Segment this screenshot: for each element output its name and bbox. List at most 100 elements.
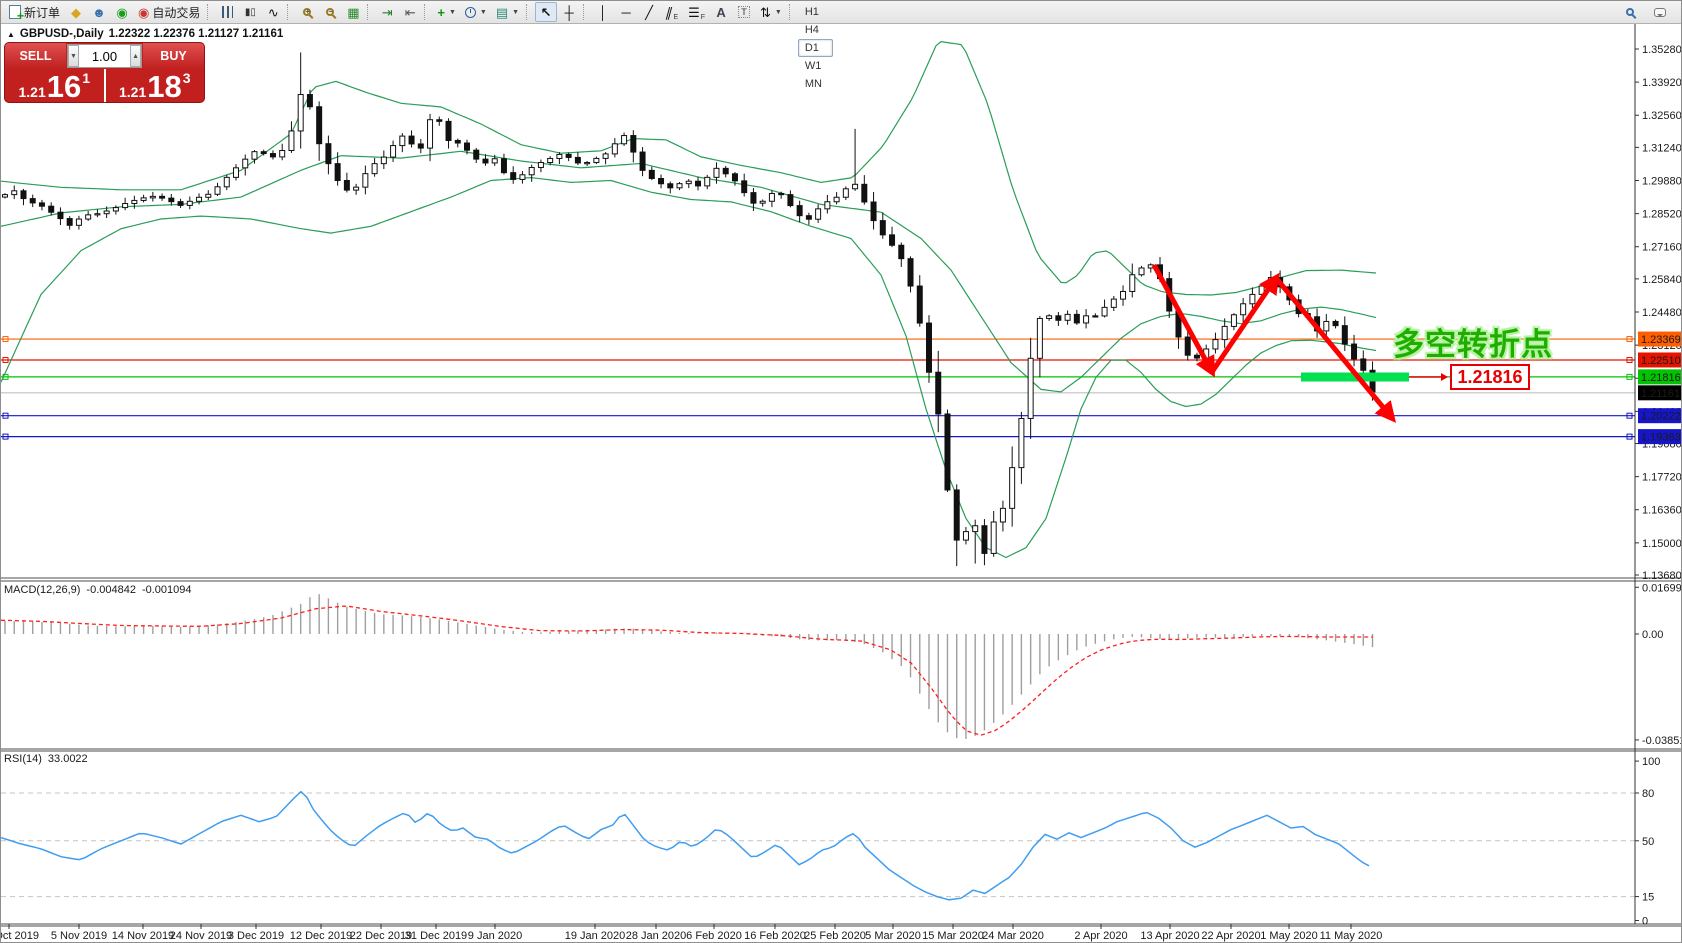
- tile-windows-button[interactable]: ▦: [342, 2, 364, 22]
- zigzag-segment: [1274, 276, 1397, 423]
- bar-chart-icon: [221, 6, 233, 18]
- zoom-in-button[interactable]: +: [296, 2, 318, 22]
- cursor-icon: ↖: [540, 4, 552, 20]
- search-button[interactable]: [1619, 2, 1641, 22]
- bollinger-middle-line: [1, 150, 1377, 393]
- price-tick-label: 1.24480: [1642, 307, 1682, 319]
- buy-button[interactable]: BUY: [143, 43, 204, 69]
- cursor-tool-button[interactable]: ↖: [535, 2, 558, 22]
- toolbar-grip: [367, 4, 372, 20]
- new-order-label: 新订单: [24, 5, 61, 20]
- templates-button[interactable]: ▤ ▼: [492, 2, 523, 22]
- toolbar-grip: [207, 4, 212, 20]
- auto-trading-label: 自动交易: [152, 5, 201, 20]
- price-box-label: 1.21161: [1641, 388, 1680, 400]
- turning-point-annotation[interactable]: 多空转折点: [1393, 327, 1553, 362]
- tf-button-W1[interactable]: W1: [804, 60, 822, 72]
- sell-button[interactable]: SELL: [5, 43, 66, 69]
- auto-trading-button[interactable]: ◉ 自动交易: [134, 2, 204, 22]
- horizontal-lines[interactable]: [1, 336, 1635, 440]
- zoom-out-icon: −: [326, 7, 335, 16]
- bar-chart-button[interactable]: [216, 2, 238, 22]
- collapse-panel-icon[interactable]: ▲: [7, 29, 15, 39]
- price-tick-label: 1.17720: [1642, 472, 1682, 484]
- volume-decrease-button[interactable]: ▼: [68, 45, 79, 67]
- fibonacci-icon: ☰: [688, 4, 700, 20]
- price-tick-label: 1.32560: [1642, 110, 1682, 122]
- buy-price[interactable]: 1.21 18 3: [106, 69, 205, 102]
- fibonacci-button[interactable]: ☰ F: [684, 2, 709, 22]
- horizontal-line-button[interactable]: ─: [615, 2, 637, 22]
- text-tool-button[interactable]: A: [710, 2, 732, 22]
- price-tick-label: 1.25840: [1642, 274, 1682, 286]
- toolbar-grip: [583, 4, 588, 20]
- chart-title: ▲ GBPUSD-,Daily 1.22322 1.22376 1.21127 …: [7, 28, 283, 40]
- arrows-icon: ⇅: [760, 4, 771, 20]
- new-order-button[interactable]: 新订单: [5, 2, 64, 23]
- text-label-button[interactable]: T: [733, 2, 755, 22]
- date-tick-label: 5 Mar 2020: [865, 930, 921, 942]
- chart-shift-button[interactable]: ⇤: [399, 2, 421, 22]
- one-click-trading-panel: SELL ▼ ▲ BUY 1.21 16 1 1.21 18 3: [5, 43, 204, 102]
- signals-button[interactable]: ◉: [111, 2, 133, 22]
- toolbar-grip: [788, 4, 794, 20]
- channel-e-label: E: [673, 14, 679, 21]
- timeframe-bar: M1M5M15M30H1H4D1W1MN: [797, 1, 834, 93]
- template-icon: ▤: [495, 4, 509, 20]
- crosshair-tool-button[interactable]: ┼: [558, 2, 580, 22]
- arrows-tool-button[interactable]: ⇅ ▼: [756, 2, 786, 22]
- channel-button[interactable]: ∥ E: [661, 2, 683, 22]
- gold-badge-button[interactable]: ◆: [65, 2, 87, 22]
- volume-increase-button[interactable]: ▲: [130, 45, 141, 67]
- signals-icon: ◉: [116, 4, 128, 20]
- ohlc-values: 1.22322 1.22376 1.21127 1.21161: [108, 28, 284, 40]
- tf-button-H4[interactable]: H4: [804, 24, 819, 36]
- price-label-box[interactable]: 1.21816: [1450, 364, 1530, 390]
- auto-scroll-button[interactable]: ⇥: [376, 2, 398, 22]
- sell-price-sup: 1: [82, 70, 91, 86]
- macd-tick-label: 0.00: [1642, 629, 1663, 641]
- price-tick-label: 1.35280: [1642, 44, 1682, 56]
- user-chart-button[interactable]: ☻: [88, 2, 110, 22]
- trendline-button[interactable]: ╱: [638, 2, 660, 22]
- vertical-line-button[interactable]: │: [592, 2, 614, 22]
- fibo-f-label: F: [700, 14, 706, 21]
- periods-button[interactable]: ▼: [461, 2, 491, 22]
- date-tick-label: 22 Apr 2020: [1201, 930, 1260, 942]
- tile-windows-icon: ▦: [347, 4, 360, 20]
- zigzag-annotation[interactable]: [1151, 263, 1397, 423]
- text-icon: A: [716, 4, 726, 20]
- date-tick-label: 6 Feb 2020: [686, 930, 742, 942]
- macd-signal-value: -0.001094: [141, 584, 192, 596]
- line-chart-button[interactable]: ∿: [262, 2, 284, 22]
- tf-button-D1[interactable]: D1: [797, 39, 834, 57]
- price-axis-labels[interactable]: 1.35280 1.33920 1.32560 1.31240 1.29880 1.285…: [1635, 44, 1682, 928]
- zigzag-segment: [1151, 263, 1216, 378]
- bollinger-bands: [1, 40, 1377, 559]
- candle-chart-icon: [245, 6, 256, 18]
- tf-button-MN[interactable]: MN: [804, 78, 822, 90]
- rsi-line: [1, 790, 1370, 901]
- date-tick-label: 9 Jan 2020: [468, 930, 522, 942]
- indicators-button[interactable]: + ▼: [433, 2, 460, 22]
- indicators-icon: +: [437, 4, 445, 20]
- tf-button-H1[interactable]: H1: [804, 6, 819, 18]
- candle-chart-button[interactable]: [239, 2, 261, 22]
- rsi-name: RSI(14): [4, 753, 42, 765]
- chevron-down-icon: ▼: [448, 8, 456, 16]
- zoom-out-button[interactable]: −: [319, 2, 341, 22]
- volume-input[interactable]: [78, 45, 131, 67]
- macd-tick-label: -0.038519: [1642, 735, 1682, 747]
- price-box-label: 1.23369: [1641, 334, 1681, 346]
- chat-button[interactable]: [1649, 2, 1671, 22]
- sell-price[interactable]: 1.21 16 1: [5, 69, 106, 102]
- auto-scroll-icon: ⇥: [381, 4, 393, 20]
- toolbar-grip: [424, 4, 429, 20]
- rsi-tick-label: 80: [1642, 788, 1654, 800]
- date-tick-label: 25 Feb 2020: [804, 930, 866, 942]
- candlestick-series: [2, 52, 1376, 739]
- date-tick-label: 24 Mar 2020: [982, 930, 1044, 942]
- bollinger-upper-line: [1, 40, 1377, 296]
